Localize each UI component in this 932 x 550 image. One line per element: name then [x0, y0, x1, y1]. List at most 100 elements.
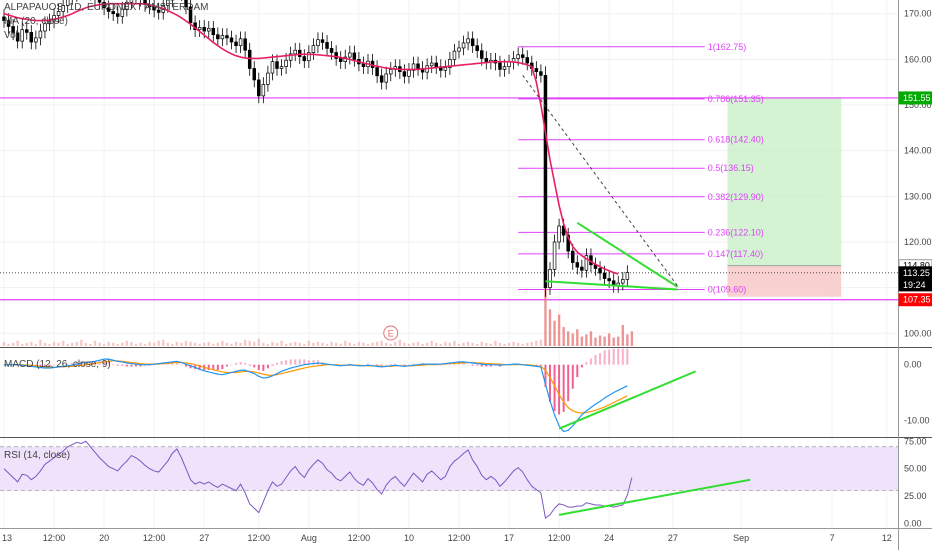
volume-bar — [444, 341, 447, 346]
wedge-trendline — [576, 221, 678, 288]
candle-body — [434, 62, 439, 68]
volume-bar — [348, 342, 351, 346]
candle-body — [216, 34, 220, 40]
macd-histogram-bar — [66, 363, 69, 365]
time-tick-label: 12:00 — [248, 533, 271, 543]
volume-bar — [11, 342, 15, 346]
volume-bar — [280, 340, 283, 346]
volume-bar — [585, 334, 588, 346]
candle-body — [539, 71, 543, 76]
candle-body — [166, 0, 170, 6]
candle-body — [570, 250, 575, 263]
volume-bar — [503, 343, 506, 346]
candle-body — [516, 54, 520, 59]
time-tick-label: 17 — [504, 533, 514, 543]
price-badge — [898, 91, 932, 105]
candle-body — [457, 47, 461, 52]
volume-bar — [75, 341, 78, 346]
candle-body — [598, 268, 602, 274]
volume-bar — [494, 340, 497, 346]
macd-histogram-bar — [53, 364, 56, 366]
volume-bar — [471, 342, 474, 346]
volume-bar — [248, 340, 251, 346]
macd-histogram-bar — [303, 359, 306, 365]
macd-tick-label: 0.00 — [904, 360, 922, 370]
volume-bar — [48, 343, 51, 346]
volume-bar — [271, 341, 274, 346]
candle-body — [416, 63, 420, 69]
rsi-tick-label: 0.00 — [904, 519, 922, 529]
volume-bar — [152, 342, 156, 346]
candle-body — [156, 9, 161, 13]
volume-bar — [567, 331, 570, 346]
volume-indicator-label[interactable]: Vol — [4, 30, 18, 41]
ma-indicator-label[interactable]: MA (20, close) — [4, 16, 68, 27]
candle-body — [361, 63, 366, 68]
volume-bar — [52, 341, 56, 346]
symbol-title[interactable]: ALPAPAUOS, 1D, EURONEXT AMSTERDAM — [4, 2, 209, 13]
price-badge — [898, 293, 932, 307]
volume-bar — [71, 342, 74, 346]
macd-histogram-bar — [262, 364, 265, 371]
macd-histogram-bar — [389, 363, 392, 365]
drawing-tools[interactable] — [522, 75, 678, 291]
candle-body — [115, 13, 120, 17]
volume-bar — [107, 341, 110, 346]
macd-indicator-label[interactable]: MACD (12, 26, close, 9) — [4, 359, 111, 370]
volume-bar — [43, 342, 47, 346]
macd-histogram-bar — [71, 362, 74, 365]
volume-bar — [303, 343, 306, 346]
macd-histogram-bar — [294, 359, 297, 365]
volume-bar — [98, 342, 101, 346]
candle-body — [252, 68, 257, 81]
macd-histogram-bar — [298, 359, 301, 365]
rsi-indicator-label[interactable]: RSI (14, close) — [4, 450, 71, 461]
price-tick-label: 170.00 — [904, 9, 932, 19]
candle-body — [20, 29, 24, 42]
candle-body — [65, 0, 70, 6]
volume-bar — [112, 342, 115, 346]
candle-body — [557, 225, 561, 243]
candle-body — [580, 266, 584, 271]
candle-body — [502, 66, 507, 70]
volume-bar — [439, 343, 442, 346]
candle-body — [379, 75, 384, 83]
volume-bar — [421, 343, 424, 346]
macd-histogram-bar — [458, 362, 460, 365]
volume-bar — [102, 343, 106, 346]
candle-body — [461, 42, 466, 49]
time-tick-label: 10 — [404, 533, 414, 543]
volume-bar — [557, 314, 561, 346]
macd-histogram-bar — [403, 364, 406, 366]
macd-histogram-bar — [235, 362, 238, 365]
macd-histogram-bar — [476, 364, 479, 366]
candle-body — [302, 56, 307, 62]
candle-body — [266, 72, 270, 85]
candle-body — [307, 52, 311, 62]
candle-body — [375, 67, 379, 77]
macd-histogram-bar — [221, 364, 224, 370]
macd-histogram-bar — [385, 364, 388, 366]
candle-body — [188, 6, 193, 24]
macd-histogram-bar — [407, 364, 410, 366]
macd-histogram-bar — [230, 364, 233, 366]
candle-body — [452, 50, 457, 60]
macd-histogram-bar — [608, 349, 611, 365]
price-candles[interactable] — [2, 0, 630, 297]
volume-bar — [266, 343, 270, 346]
macd-line — [4, 358, 628, 433]
volume-bar — [407, 343, 411, 346]
candle-body — [220, 35, 225, 40]
volume-bar — [366, 343, 370, 346]
volume-bar — [425, 342, 429, 346]
candle-body — [607, 278, 611, 282]
candle-body — [348, 52, 352, 58]
volume-bar — [284, 343, 288, 346]
macd-histogram-bar — [112, 363, 115, 365]
macd-histogram-bar — [175, 362, 178, 365]
candle-body — [293, 49, 297, 55]
volume-bar — [275, 342, 279, 346]
volume-bar — [553, 320, 556, 346]
